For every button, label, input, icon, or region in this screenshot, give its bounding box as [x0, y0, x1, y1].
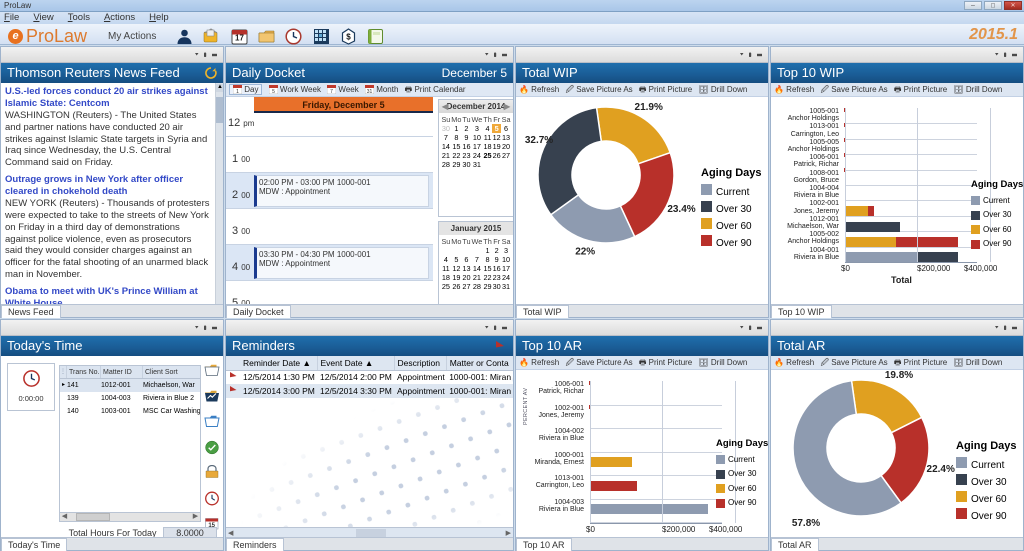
svg-text:22.4%: 22.4% — [927, 464, 955, 475]
svg-text:$: $ — [346, 33, 351, 42]
svg-text:7: 7 — [330, 89, 333, 94]
svg-text:31: 31 — [367, 89, 373, 94]
svg-text:19.8%: 19.8% — [885, 370, 913, 381]
svg-text:22%: 22% — [575, 246, 595, 257]
svg-text:32.7%: 32.7% — [525, 135, 553, 146]
svg-text:21.9%: 21.9% — [635, 102, 663, 113]
svg-text:17: 17 — [235, 34, 244, 43]
svg-text:1: 1 — [236, 89, 239, 94]
svg-text:57.8%: 57.8% — [792, 518, 820, 529]
svg-text:5: 5 — [272, 89, 275, 94]
svg-text:23.4%: 23.4% — [667, 204, 695, 215]
